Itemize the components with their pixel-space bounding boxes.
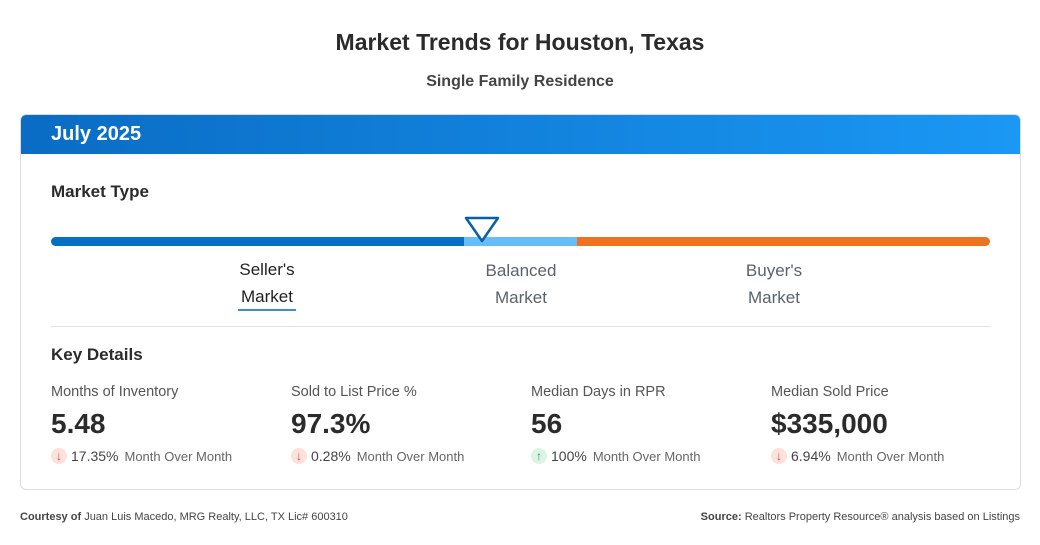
stat-change: ↓ 0.28% Month Over Month [291, 448, 521, 464]
market-type-heading: Market Type [51, 182, 149, 201]
stat-value: 56 [531, 408, 563, 439]
label-line: Balanced [485, 261, 557, 280]
label-line: Seller's [239, 260, 295, 279]
arrow-up-icon: ↑ [531, 448, 547, 464]
divider [51, 326, 991, 327]
label-line: Market [495, 288, 547, 307]
label-line: Market [748, 288, 800, 307]
market-card: July 2025 Market Type Seller's Market Bal… [20, 114, 1021, 490]
change-period: Month Over Month [592, 448, 701, 464]
stat-label: Sold to List Price % [291, 384, 417, 400]
stat-0: Months of Inventory 5.48 ↓ 17.35% Month Over… [51, 384, 281, 464]
page-subtitle: Single Family Residence [426, 73, 614, 90]
seller-segment [51, 237, 464, 246]
stat-value: $335,000 [771, 408, 888, 439]
stat-value: 97.3% [291, 408, 371, 439]
source: Source: Realtors Property Resource® anal… [701, 511, 1020, 523]
change-value: 0.28% [311, 448, 351, 464]
arrow-down-icon: ↓ [291, 448, 307, 464]
change-period: Month Over Month [836, 448, 945, 464]
courtesy-text: Juan Luis Macedo, MRG Realty, LLC, TX Li… [84, 511, 348, 523]
balanced-segment [464, 237, 577, 246]
courtesy-label: Courtesy of [20, 511, 82, 523]
change-value: 100% [551, 448, 587, 464]
stat-change: ↓ 6.94% Month Over Month [771, 448, 1001, 464]
source-label: Source: [700, 511, 742, 523]
courtesy: Courtesy of Juan Luis Macedo, MRG Realty… [20, 511, 348, 523]
buyer-market-label: Buyer's Market [714, 257, 834, 311]
stat-change: ↑ 100% Month Over Month [531, 448, 761, 464]
selected-underline [238, 309, 296, 311]
arrow-down-icon: ↓ [51, 448, 67, 464]
page-title: Market Trends for Houston, Texas [335, 29, 705, 55]
arrow-down-icon: ↓ [771, 448, 787, 464]
stat-label: Median Sold Price [771, 384, 889, 400]
key-details-heading: Key Details [51, 345, 143, 364]
change-value: 17.35% [71, 448, 119, 464]
stat-3: Median Sold Price $335,000 ↓ 6.94% Month Ove… [771, 384, 1001, 464]
seller-market-label: Seller's Market [207, 256, 327, 310]
source-text: Realtors Property Resource® analysis bas… [744, 511, 1020, 523]
buyer-segment [577, 237, 990, 246]
label-line: Buyer's [745, 261, 803, 280]
label-line: Market [241, 287, 293, 306]
stat-change: ↓ 17.35% Month Over Month [51, 448, 281, 464]
market-indicator-icon [464, 216, 500, 243]
stat-value: 5.48 [51, 408, 106, 439]
balanced-market-label: Balanced Market [461, 257, 581, 311]
change-period: Month Over Month [356, 448, 465, 464]
period-header: July 2025 [21, 115, 1020, 154]
stat-1: Sold to List Price % 97.3% ↓ 0.28% Month Ove… [291, 384, 521, 464]
change-period: Month Over Month [124, 448, 233, 464]
stat-label: Months of Inventory [51, 384, 179, 400]
change-value: 6.94% [791, 448, 831, 464]
stat-label: Median Days in RPR [531, 384, 666, 400]
stat-2: Median Days in RPR 56 ↑ 100% Month Over Mont… [531, 384, 761, 464]
